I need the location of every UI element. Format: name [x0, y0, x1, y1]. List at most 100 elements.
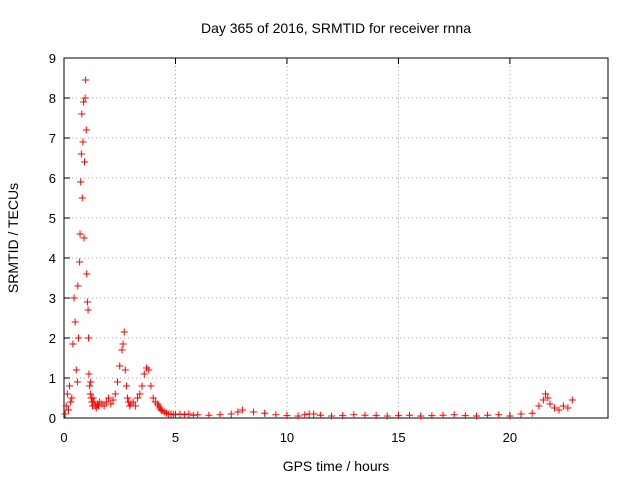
data-point	[77, 178, 85, 186]
data-point	[119, 340, 127, 348]
data-point	[350, 411, 358, 419]
data-point	[535, 402, 543, 410]
data-point	[383, 412, 391, 420]
x-tick-label: 0	[60, 430, 67, 445]
data-point	[310, 410, 318, 418]
data-point	[495, 411, 503, 419]
y-tick-label: 1	[49, 371, 56, 386]
data-point	[76, 230, 84, 238]
data-point	[121, 366, 129, 374]
data-point	[131, 402, 139, 410]
data-point	[145, 366, 153, 374]
data-point	[79, 138, 87, 146]
data-point	[328, 412, 336, 420]
y-tick-label: 3	[49, 291, 56, 306]
y-tick-label: 8	[49, 91, 56, 106]
data-point	[417, 412, 425, 420]
data-point	[64, 406, 72, 414]
data-point	[171, 411, 179, 419]
data-point	[66, 382, 74, 390]
data-point	[450, 411, 458, 419]
data-point	[205, 411, 213, 419]
data-point	[194, 411, 202, 419]
data-point	[564, 404, 572, 412]
y-tick-label: 4	[49, 251, 56, 266]
data-point	[428, 412, 436, 420]
data-point	[81, 94, 89, 102]
data-point	[74, 334, 82, 342]
data-point	[134, 394, 142, 402]
data-point	[74, 282, 82, 290]
data-point	[528, 409, 536, 417]
data-point	[294, 412, 302, 420]
data-point	[394, 412, 402, 420]
x-tick-label: 5	[172, 430, 179, 445]
data-point	[81, 158, 89, 166]
data-point	[83, 298, 91, 306]
y-tick-label: 2	[49, 331, 56, 346]
data-point	[107, 400, 115, 408]
data-point	[83, 270, 91, 278]
data-point	[216, 411, 224, 419]
data-point	[72, 366, 80, 374]
data-point	[301, 411, 309, 419]
data-point	[69, 340, 77, 348]
data-point	[78, 194, 86, 202]
data-point	[109, 396, 117, 404]
y-tick-label: 5	[49, 211, 56, 226]
data-point	[250, 408, 258, 416]
data-point	[484, 411, 492, 419]
plot-frame	[63, 57, 609, 419]
data-point	[118, 346, 126, 354]
data-point	[138, 382, 146, 390]
data-point	[517, 410, 525, 418]
data-point	[238, 406, 246, 414]
data-point	[61, 410, 69, 418]
data-point	[120, 328, 128, 336]
data-point	[472, 412, 480, 420]
data-point	[67, 398, 75, 406]
data-point	[80, 234, 88, 242]
data-point	[111, 390, 119, 398]
y-axis-label: SRMTID / TECUs	[5, 183, 21, 293]
gridlines	[64, 58, 608, 418]
data-point	[68, 394, 76, 402]
data-point	[439, 411, 447, 419]
y-tick-label: 6	[49, 171, 56, 186]
data-point	[71, 318, 79, 326]
data-point	[105, 394, 113, 402]
data-point	[559, 402, 567, 410]
data-point	[63, 390, 71, 398]
data-point	[147, 382, 155, 390]
data-point	[82, 76, 90, 84]
data-point	[227, 410, 235, 418]
data-point	[316, 411, 324, 419]
data-point	[140, 370, 148, 378]
data-point	[461, 412, 469, 420]
data-point	[86, 390, 94, 398]
data-point	[283, 412, 291, 420]
data-point	[78, 110, 86, 118]
data-point	[544, 394, 552, 402]
data-point	[372, 412, 380, 420]
x-tick-label: 20	[503, 430, 517, 445]
data-point	[568, 396, 576, 404]
x-axis-label: GPS time / hours	[283, 458, 390, 474]
data-point	[116, 362, 124, 370]
data-point	[361, 411, 369, 419]
data-point	[149, 394, 157, 402]
data-point	[80, 98, 88, 106]
data-point	[85, 334, 93, 342]
data-point	[89, 394, 97, 402]
data-points	[61, 76, 576, 420]
data-point	[87, 378, 95, 386]
data-point	[272, 411, 280, 419]
y-tick-label: 7	[49, 131, 56, 146]
data-point	[77, 150, 85, 158]
data-point	[136, 390, 144, 398]
data-point	[234, 408, 242, 416]
data-point	[542, 390, 550, 398]
data-point	[76, 258, 84, 266]
data-point	[406, 411, 414, 419]
data-point	[539, 396, 547, 404]
